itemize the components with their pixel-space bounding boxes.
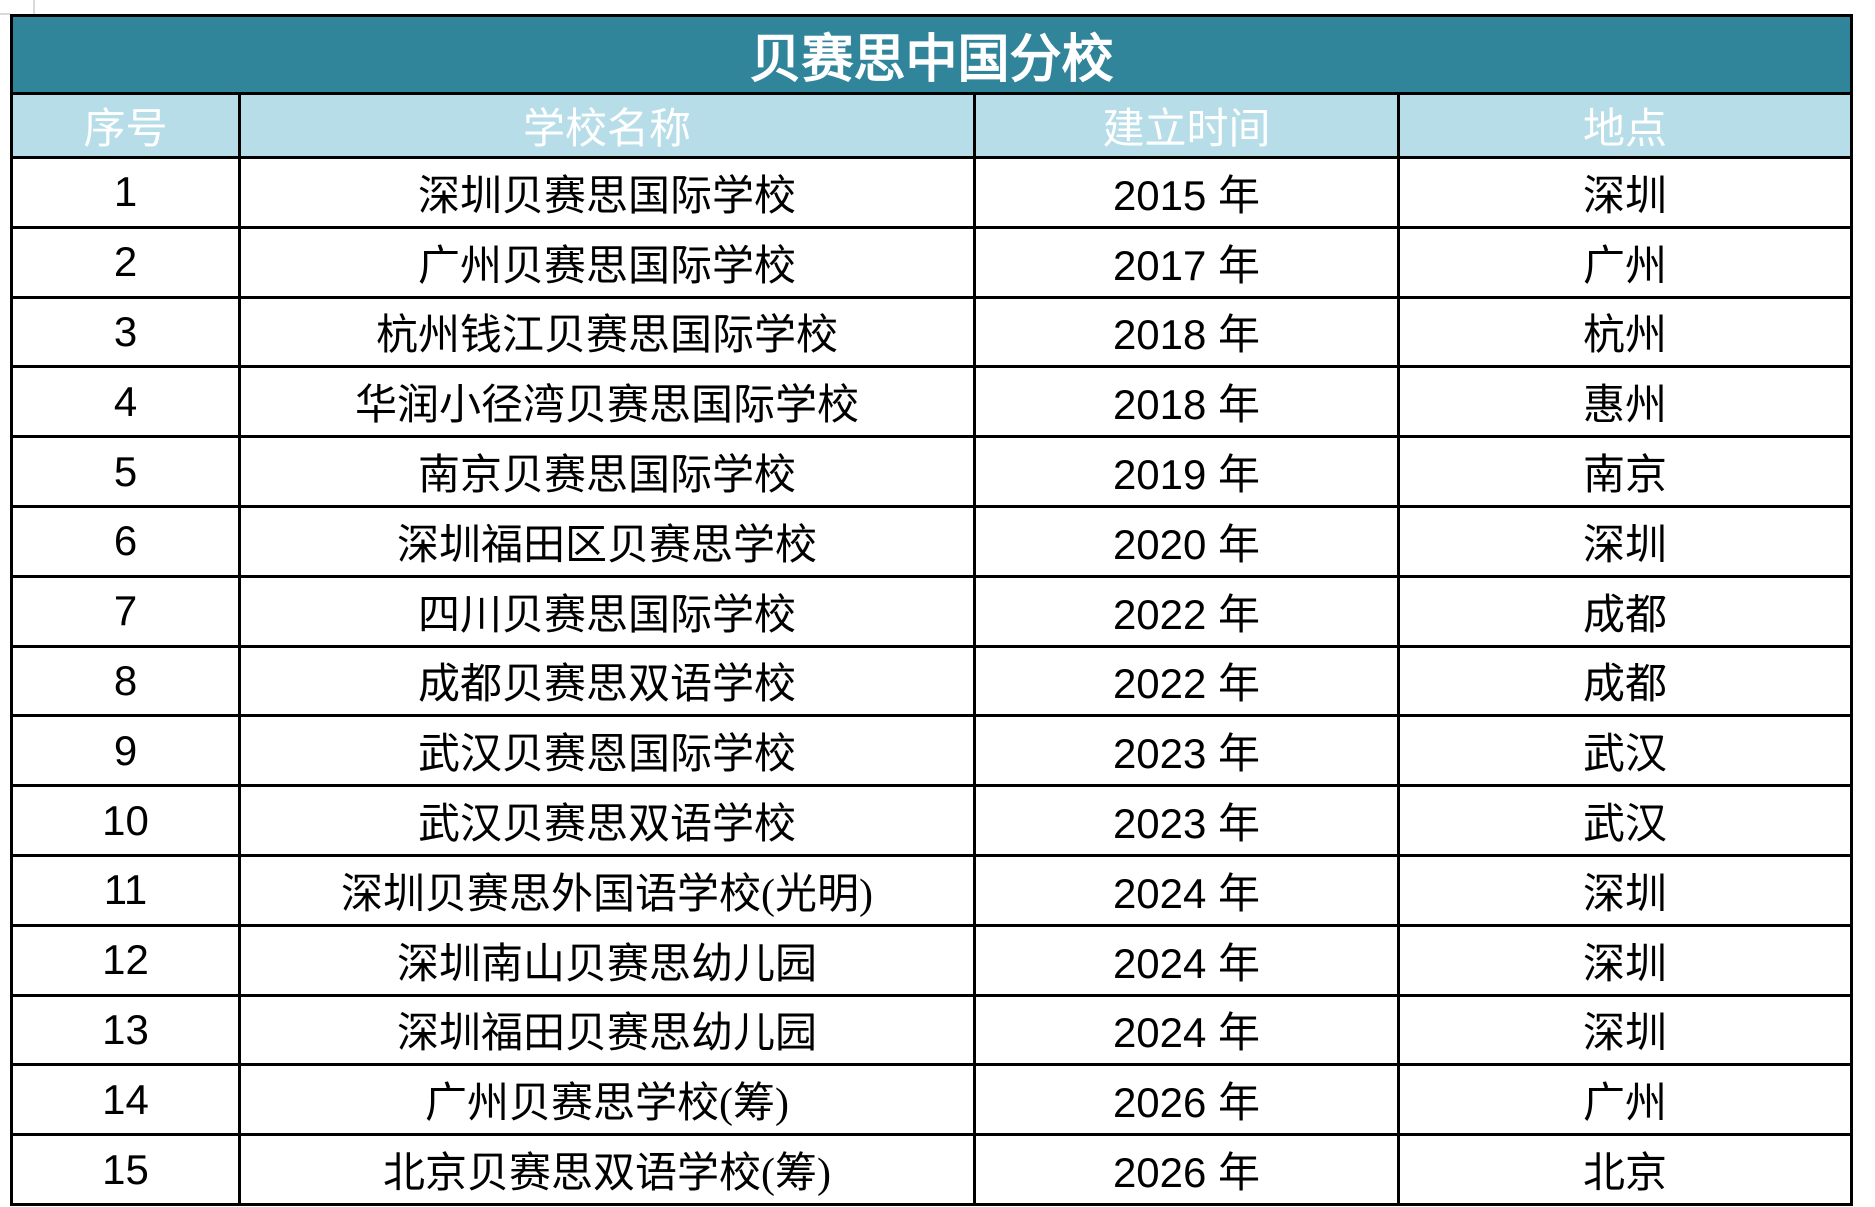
table-row: 1 深圳贝赛思国际学校 2015 年 深圳	[10, 156, 1854, 229]
row-city: 深圳	[1396, 993, 1854, 1067]
row-city: 南京	[1396, 435, 1854, 508]
row-city: 武汉	[1396, 714, 1854, 788]
row-no: 12	[10, 923, 241, 997]
school-table: 贝赛思中国分校 序号 学校名称 建立时间 地点 1 深圳贝赛思国际学校 2015…	[9, 14, 1854, 1206]
table-title-row: 贝赛思中国分校	[9, 14, 1854, 95]
table-row: 11 深圳贝赛思外国语学校(光明) 2024 年 深圳	[10, 853, 1854, 927]
row-no: 7	[10, 574, 241, 648]
row-city: 深圳	[1396, 156, 1854, 229]
row-year: 2024 年	[973, 923, 1400, 997]
row-no: 8	[10, 644, 241, 718]
row-city: 成都	[1396, 644, 1854, 718]
row-name: 武汉贝赛恩国际学校	[238, 714, 976, 788]
row-name: 深圳福田贝赛思幼儿园	[238, 993, 976, 1067]
row-name: 成都贝赛思双语学校	[238, 644, 976, 718]
row-year: 2018 年	[973, 295, 1400, 369]
row-no: 14	[10, 1063, 241, 1137]
column-header-city: 地点	[1396, 92, 1854, 159]
table-row: 7 四川贝赛思国际学校 2022 年 成都	[10, 574, 1854, 648]
row-no: 11	[10, 853, 241, 927]
row-year: 2024 年	[973, 993, 1400, 1067]
row-year: 2017 年	[973, 225, 1400, 299]
table-row: 9 武汉贝赛恩国际学校 2023 年 武汉	[10, 714, 1854, 788]
column-header-name: 学校名称	[238, 92, 976, 159]
row-city: 广州	[1396, 1063, 1854, 1137]
column-header-year: 建立时间	[973, 92, 1400, 159]
sheet-gridline-horizontal	[0, 13, 10, 15]
table-row: 15 北京贝赛思双语学校(筹) 2026 年 北京	[10, 1133, 1854, 1206]
row-name: 四川贝赛思国际学校	[238, 574, 976, 648]
table-row: 12 深圳南山贝赛思幼儿园 2024 年 深圳	[10, 923, 1854, 997]
row-year: 2023 年	[973, 784, 1400, 857]
row-year: 2019 年	[973, 435, 1400, 508]
table-row: 10 武汉贝赛思双语学校 2023 年 武汉	[10, 784, 1854, 857]
row-no: 5	[10, 435, 241, 508]
row-city: 成都	[1396, 574, 1854, 648]
row-name: 深圳贝赛思外国语学校(光明)	[238, 853, 976, 927]
row-name: 广州贝赛思国际学校	[238, 225, 976, 299]
row-no: 4	[10, 365, 241, 439]
column-header-no: 序号	[10, 92, 241, 159]
row-no: 2	[10, 225, 241, 299]
table-row: 6 深圳福田区贝赛思学校 2020 年 深圳	[10, 504, 1854, 578]
row-city: 杭州	[1396, 295, 1854, 369]
row-year: 2020 年	[973, 504, 1400, 578]
table-row: 14 广州贝赛思学校(筹) 2026 年 广州	[10, 1063, 1854, 1137]
row-name: 深圳贝赛思国际学校	[238, 156, 976, 229]
row-city: 武汉	[1396, 784, 1854, 857]
row-no: 10	[10, 784, 241, 857]
row-no: 6	[10, 504, 241, 578]
table-row: 13 深圳福田贝赛思幼儿园 2024 年 深圳	[10, 993, 1854, 1067]
row-name: 深圳南山贝赛思幼儿园	[238, 923, 976, 997]
row-city: 惠州	[1396, 365, 1854, 439]
table-row: 2 广州贝赛思国际学校 2017 年 广州	[10, 225, 1854, 299]
row-name: 南京贝赛思国际学校	[238, 435, 976, 508]
row-year: 2015 年	[973, 156, 1400, 229]
row-year: 2022 年	[973, 574, 1400, 648]
row-name: 北京贝赛思双语学校(筹)	[238, 1133, 976, 1206]
sheet-gridline-vertical	[33, 0, 35, 14]
row-year: 2026 年	[973, 1133, 1400, 1206]
row-no: 1	[10, 156, 241, 229]
table-row: 5 南京贝赛思国际学校 2019 年 南京	[10, 435, 1854, 508]
row-city: 深圳	[1396, 923, 1854, 997]
row-name: 杭州钱江贝赛思国际学校	[238, 295, 976, 369]
row-name: 深圳福田区贝赛思学校	[238, 504, 976, 578]
row-no: 13	[10, 993, 241, 1067]
row-year: 2018 年	[973, 365, 1400, 439]
row-city: 深圳	[1396, 504, 1854, 578]
row-name: 华润小径湾贝赛思国际学校	[238, 365, 976, 439]
row-no: 3	[10, 295, 241, 369]
row-city: 深圳	[1396, 853, 1854, 927]
row-name: 武汉贝赛思双语学校	[238, 784, 976, 857]
row-year: 2022 年	[973, 644, 1400, 718]
row-city: 广州	[1396, 225, 1854, 299]
table-row: 4 华润小径湾贝赛思国际学校 2018 年 惠州	[10, 365, 1854, 439]
table-body: 1 深圳贝赛思国际学校 2015 年 深圳 2 广州贝赛思国际学校 2017 年…	[10, 156, 1854, 1206]
row-no: 9	[10, 714, 241, 788]
table-header-row: 序号 学校名称 建立时间 地点	[10, 92, 1854, 159]
row-name: 广州贝赛思学校(筹)	[238, 1063, 976, 1137]
row-year: 2026 年	[973, 1063, 1400, 1137]
table-title: 贝赛思中国分校	[9, 14, 1854, 95]
row-city: 北京	[1396, 1133, 1854, 1206]
row-year: 2023 年	[973, 714, 1400, 788]
table-row: 8 成都贝赛思双语学校 2022 年 成都	[10, 644, 1854, 718]
row-year: 2024 年	[973, 853, 1400, 927]
row-no: 15	[10, 1133, 241, 1206]
table-row: 3 杭州钱江贝赛思国际学校 2018 年 杭州	[10, 295, 1854, 369]
